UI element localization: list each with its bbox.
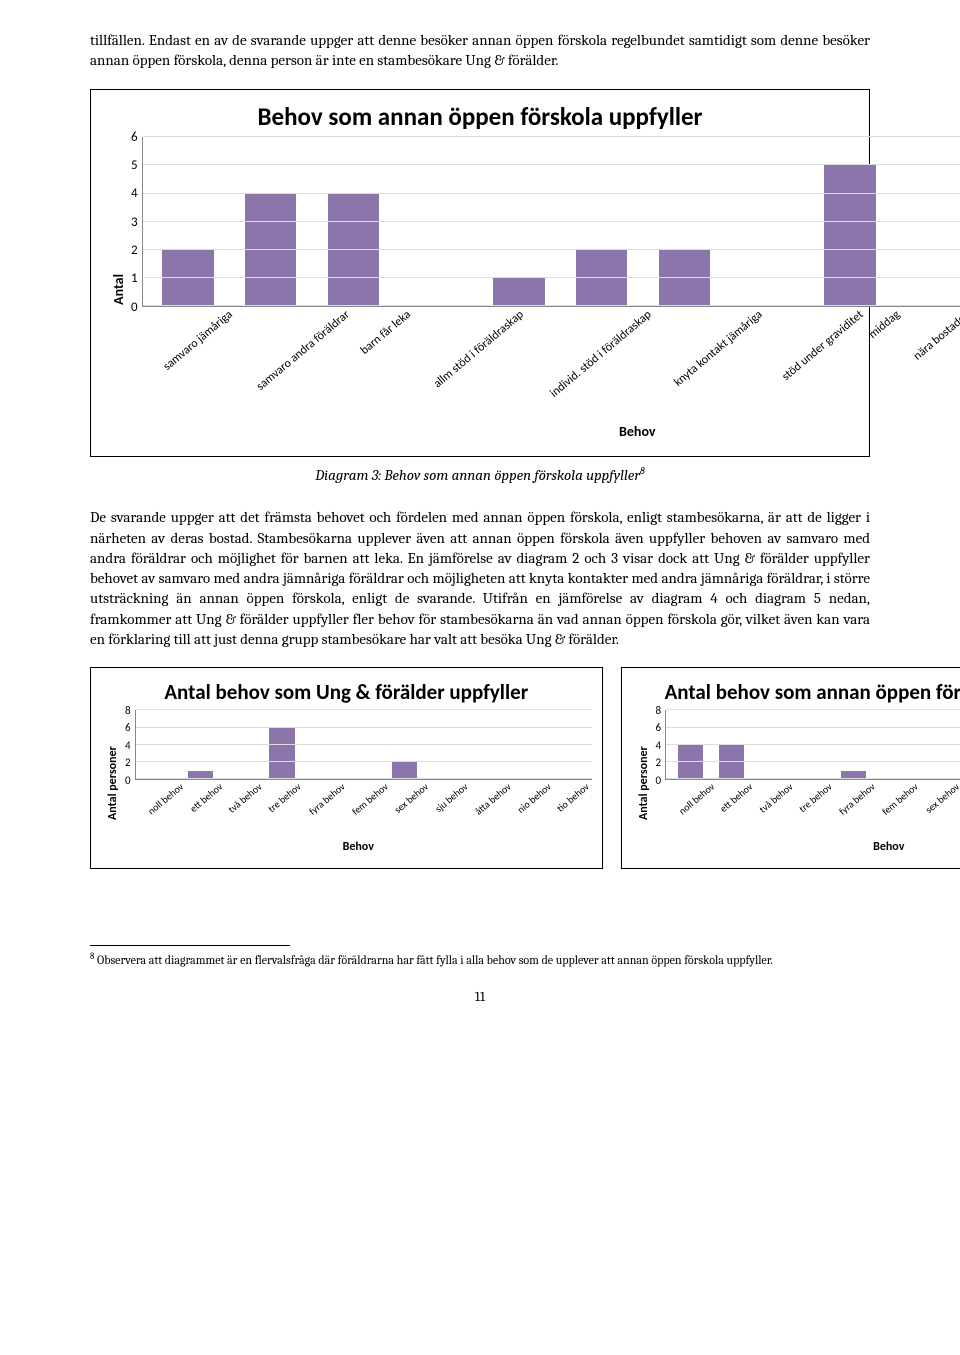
bar-slot [560, 137, 643, 306]
bar-slot [384, 710, 425, 779]
chart-2-title: Antal behov som Ung & förälder uppfyller [101, 678, 592, 706]
bar-slot [506, 710, 547, 779]
chart-1: Behov som annan öppen förskola uppfyller… [90, 89, 870, 458]
page-number: 11 [90, 988, 870, 1007]
intro-paragraph: tillfällen. Endast en av de svarande upp… [90, 30, 870, 71]
chart-3-yticks: 86420 [656, 710, 666, 780]
bar-slot [914, 710, 955, 779]
bar-slot [302, 710, 343, 779]
bar [493, 278, 544, 306]
chart-1-xticks: samvaro jämårigasamvaro andra föräldrarb… [142, 307, 960, 417]
bar-slot [465, 710, 506, 779]
chart-2-xlabel: Behov [125, 839, 592, 855]
chart-2-xticks: noll behovett behovtvå behovtre behovfyr… [135, 780, 592, 835]
chart-2-plot [135, 710, 592, 780]
chart-3-title: Antal behov som annan öppen förskola upp… [632, 678, 960, 706]
bar-slot [221, 710, 262, 779]
chart-3: Antal behov som annan öppen förskola upp… [621, 667, 960, 869]
bar-slot [262, 710, 303, 779]
bar-slot [478, 137, 561, 306]
bar-slot [670, 710, 711, 779]
footnote: 8 Observera att diagrammet är en flerval… [90, 952, 870, 969]
bar-slot [395, 137, 478, 306]
bar-slot [180, 710, 221, 779]
bar [824, 165, 875, 306]
footnote-rule [90, 945, 290, 946]
chart-1-title: Behov som annan öppen förskola uppfyller [107, 100, 853, 134]
bar-slot [229, 137, 312, 306]
bar-slot [891, 137, 960, 306]
chart-3-xticks: noll behovett behovtvå behovtre behovfyr… [666, 780, 960, 835]
xtick: samvaro jämåriga [146, 307, 232, 417]
chart-2-yticks: 86420 [125, 710, 135, 780]
chart-2: Antal behov som Ung & förälder uppfyller… [90, 667, 603, 869]
bar [678, 745, 703, 780]
bar-slot [833, 710, 874, 779]
bar-slot [140, 710, 181, 779]
bar [719, 745, 744, 780]
bar-slot [726, 137, 809, 306]
chart-3-plot [665, 710, 960, 780]
bar-slot [643, 137, 726, 306]
bar-slot [147, 137, 230, 306]
charts-row: Antal behov som Ung & förälder uppfyller… [90, 667, 870, 875]
bar-slot [955, 710, 960, 779]
chart-3-ylabel: Antal personer [635, 746, 651, 820]
chart-1-plot [142, 137, 960, 307]
bar [392, 762, 417, 779]
xtick: noll behov [139, 780, 182, 835]
bar-slot [425, 710, 466, 779]
bar [328, 194, 379, 307]
bar-slot [809, 137, 892, 306]
body-paragraph: De svarande uppger att det främsta behov… [90, 507, 870, 649]
bar-slot [547, 710, 588, 779]
bar-slot [792, 710, 833, 779]
bar [245, 194, 296, 307]
bar-slot [711, 710, 752, 779]
chart-1-caption: Diagram 3: Behov som annan öppen förskol… [90, 465, 870, 485]
bar [269, 728, 294, 780]
xtick: noll behov [670, 780, 713, 835]
bar-slot [874, 710, 915, 779]
bar-slot [752, 710, 793, 779]
bar-slot [312, 137, 395, 306]
chart-1-ylabel: Antal [110, 274, 129, 305]
bar-slot [343, 710, 384, 779]
chart-2-ylabel: Antal personer [105, 746, 121, 820]
chart-1-yticks: 6543210 [131, 137, 142, 307]
